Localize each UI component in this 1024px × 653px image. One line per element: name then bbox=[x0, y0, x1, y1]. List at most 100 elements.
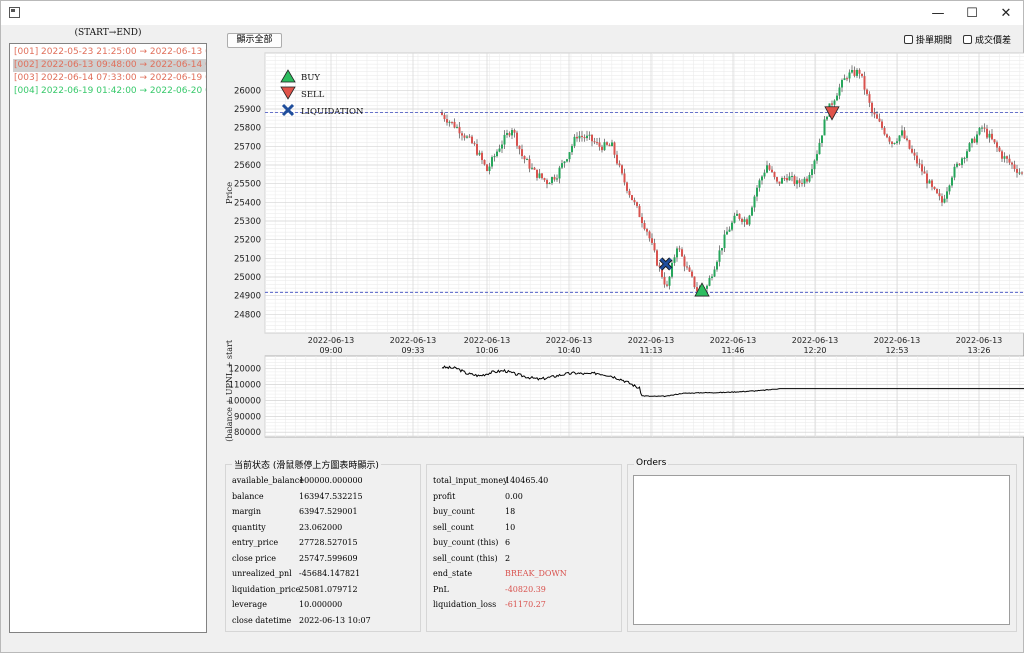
candle-body bbox=[511, 130, 513, 136]
candle-body bbox=[746, 219, 748, 225]
status-value: 18 bbox=[505, 507, 516, 516]
candle-body bbox=[943, 198, 946, 203]
candle-body bbox=[1006, 156, 1008, 159]
close-button[interactable]: ✕ bbox=[1000, 5, 1012, 21]
trade-list-header: (START→END) bbox=[74, 28, 142, 38]
candle-body bbox=[868, 94, 871, 103]
candle-body bbox=[486, 164, 488, 172]
status-key: balance bbox=[232, 491, 264, 501]
candle-body bbox=[793, 176, 796, 185]
candle-body bbox=[546, 180, 548, 185]
status-value: 25747.599609 bbox=[299, 553, 358, 563]
candle-body bbox=[656, 250, 658, 266]
candle-body bbox=[1018, 172, 1021, 174]
candle-body bbox=[758, 180, 761, 188]
candle-body bbox=[601, 146, 603, 151]
status-value: -45684.147821 bbox=[299, 569, 361, 578]
candle-body bbox=[643, 223, 646, 230]
trade-list-item[interactable]: [002] 2022-06-13 09:48:00 → 2022-06-14 0… bbox=[13, 59, 206, 72]
x-tick-label: 2022-06-13 bbox=[464, 336, 511, 345]
y-tick-label: 25000 bbox=[234, 273, 261, 283]
candle-body bbox=[686, 266, 688, 268]
candle-body bbox=[863, 76, 866, 90]
checkbox-box[interactable] bbox=[963, 35, 972, 44]
candle-body bbox=[591, 134, 593, 142]
candle-body bbox=[626, 182, 628, 191]
x-tick-label: 13:26 bbox=[967, 346, 990, 355]
candle-body bbox=[846, 78, 848, 80]
candle-body bbox=[743, 219, 746, 222]
candle-body bbox=[1003, 156, 1006, 159]
candle-body bbox=[623, 173, 626, 183]
candle-body bbox=[738, 213, 741, 219]
y-tick-label: 25300 bbox=[234, 217, 261, 227]
candle-body bbox=[766, 165, 768, 173]
x-tick-label: 2022-06-13 bbox=[546, 336, 593, 345]
maximize-button[interactable]: ☐ bbox=[966, 5, 978, 21]
trade-list-item[interactable]: [003] 2022-06-14 07:33:00 → 2022-06-19 0… bbox=[14, 73, 207, 83]
status-value: 2 bbox=[505, 553, 511, 563]
candle-body bbox=[971, 138, 973, 144]
candle-body bbox=[796, 180, 798, 185]
status-key: buy_count (this) bbox=[433, 538, 499, 547]
orders-list[interactable] bbox=[633, 475, 1010, 625]
trade-spread-checkbox[interactable]: 成交價差 bbox=[963, 35, 1011, 47]
candle-body bbox=[696, 287, 698, 292]
status-key: available_balance bbox=[232, 476, 304, 485]
candle-body bbox=[768, 165, 771, 170]
candle-body bbox=[813, 160, 816, 170]
status-key: entry_price bbox=[232, 538, 279, 547]
chart-legend: BUY SELL LIQUIDATION bbox=[280, 69, 364, 117]
candle-body bbox=[948, 185, 951, 192]
status-value: -40820.39 bbox=[505, 584, 546, 594]
candle-body bbox=[883, 127, 886, 135]
show-all-button[interactable]: 顯示全部 bbox=[227, 33, 282, 48]
candle-body bbox=[898, 135, 901, 142]
candle-body bbox=[578, 135, 581, 139]
x-tick-label: 2022-06-13 bbox=[710, 336, 757, 345]
minimize-button[interactable]: — bbox=[931, 5, 945, 21]
candle-body bbox=[861, 73, 863, 77]
trade-list-item[interactable]: [001] 2022-05-23 21:25:00 → 2022-06-13 0… bbox=[14, 47, 207, 57]
legend-sell-icon bbox=[280, 86, 296, 100]
candle-body bbox=[503, 134, 506, 145]
candle-body bbox=[811, 169, 813, 175]
candle-body bbox=[573, 136, 576, 146]
status-value: 23.062000 bbox=[299, 522, 343, 532]
trade-list-item[interactable]: [004] 2022-06-19 01:42:00 → 2022-06-20 0… bbox=[14, 86, 207, 96]
candle-body bbox=[478, 152, 481, 155]
candle-body bbox=[588, 134, 591, 136]
candle-body bbox=[581, 135, 583, 137]
orders-panel-title: Orders bbox=[634, 458, 669, 468]
candle-body bbox=[866, 89, 868, 95]
candle-body bbox=[521, 149, 523, 157]
y-tick-label: 25800 bbox=[234, 124, 261, 134]
status-value: 25081.079712 bbox=[299, 584, 358, 594]
pending-orders-checkbox[interactable]: 掛單期間 bbox=[904, 35, 952, 47]
candle-body bbox=[678, 248, 681, 250]
candle-body bbox=[991, 133, 993, 140]
status-key: sell_count (this) bbox=[433, 553, 498, 563]
candle-body bbox=[666, 284, 668, 286]
candle-body bbox=[926, 173, 928, 184]
x-tick-label: 10:40 bbox=[557, 346, 580, 355]
candle-body bbox=[993, 139, 996, 143]
candle-body bbox=[916, 155, 918, 164]
candle-body bbox=[721, 248, 723, 251]
candle-body bbox=[956, 163, 958, 167]
candle-body bbox=[456, 126, 458, 128]
candle-body bbox=[716, 261, 718, 270]
candle-body bbox=[586, 135, 588, 139]
candle-body bbox=[533, 167, 536, 170]
charts-area[interactable]: 24800 24900 25000 25100 25200 25300 25400 25500… bbox=[223, 51, 1024, 443]
checkbox-box[interactable] bbox=[904, 35, 913, 44]
candle-body bbox=[728, 229, 731, 232]
trade-list[interactable]: [001] 2022-05-23 21:25:00 → 2022-06-13 0… bbox=[9, 43, 207, 633]
candle-body bbox=[651, 238, 653, 243]
candle-body bbox=[906, 138, 908, 141]
candle-body bbox=[693, 276, 696, 288]
x-tick-label: 2022-06-13 bbox=[308, 336, 355, 345]
candle-body bbox=[633, 200, 636, 203]
candle-body bbox=[668, 276, 671, 286]
candle-body bbox=[453, 121, 456, 128]
